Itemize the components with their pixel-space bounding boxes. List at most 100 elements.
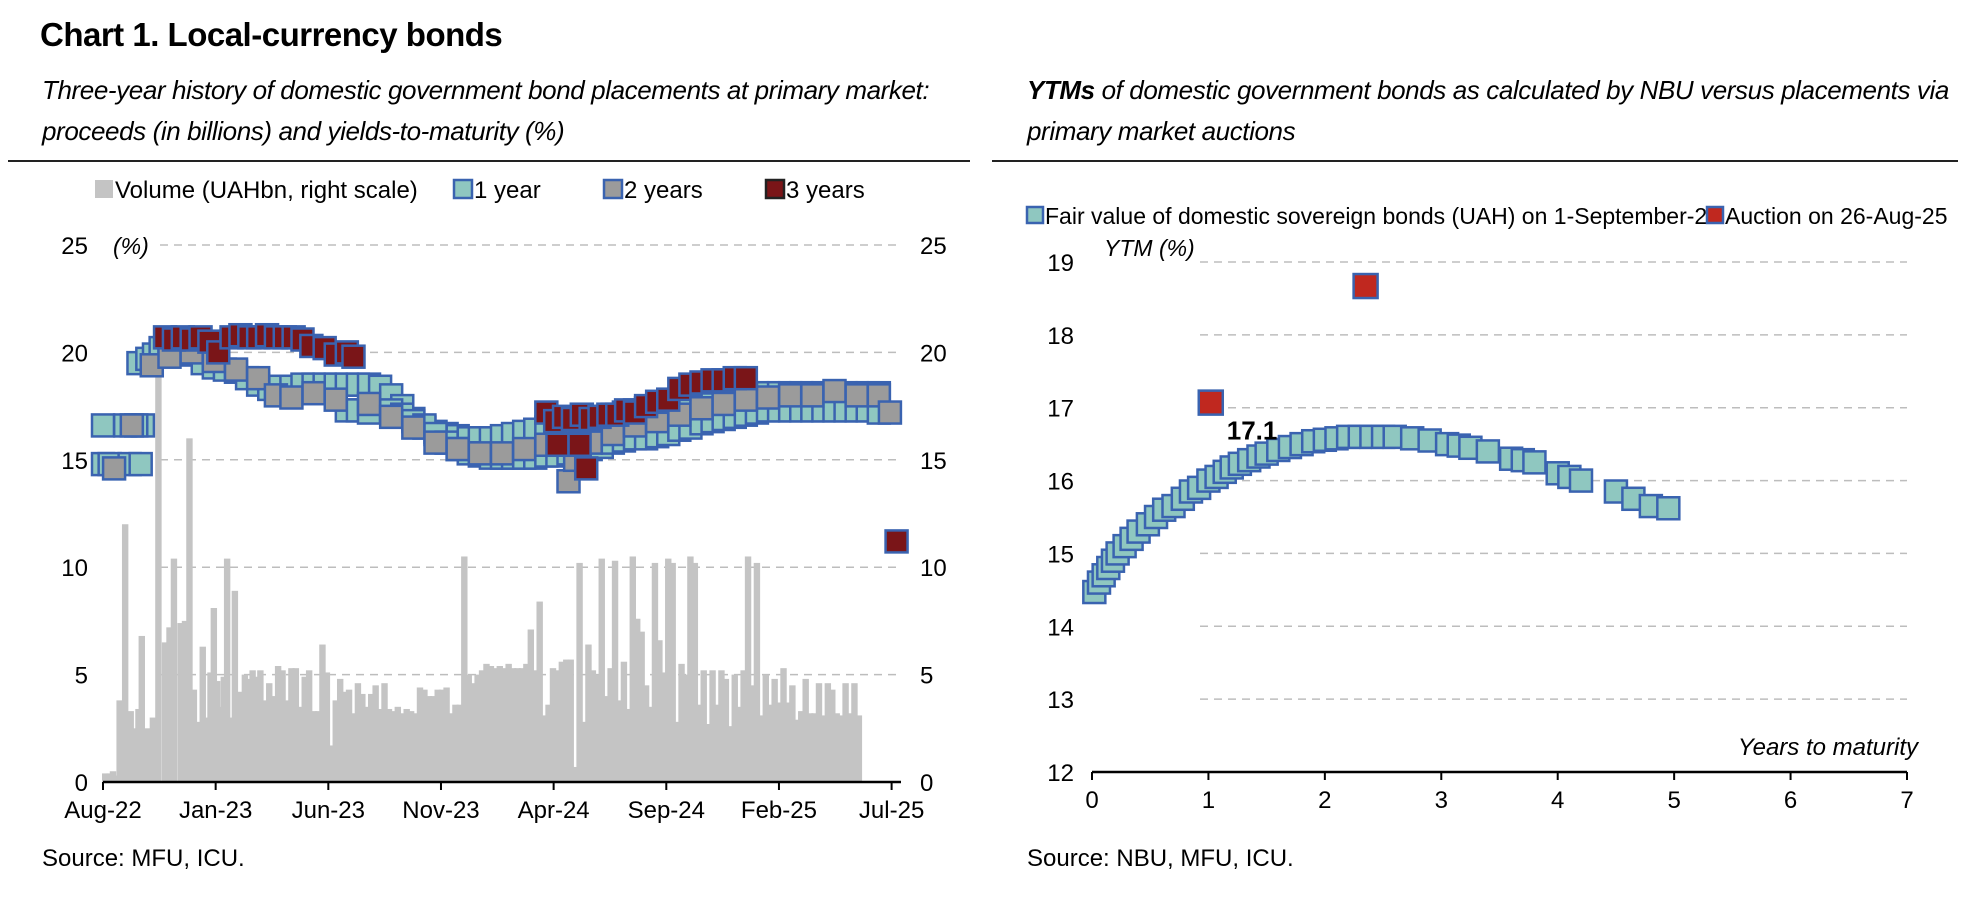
volume-bar	[228, 717, 235, 782]
volume-bar	[682, 674, 690, 782]
volume-bar	[647, 706, 654, 782]
volume-bar	[186, 438, 193, 782]
volume-bar	[634, 618, 641, 782]
volume-bar	[266, 683, 273, 782]
volume-bar	[798, 711, 805, 782]
y-tick-label: 16	[1047, 469, 1074, 496]
volume-bar	[199, 646, 206, 782]
yield-marker-3y	[567, 432, 592, 458]
volume-bar	[731, 674, 738, 782]
volume-bar	[190, 689, 198, 782]
volume-bar	[399, 713, 406, 782]
y-tick-label-right: 0	[920, 770, 933, 797]
x-tick-label: Sep-24	[628, 797, 705, 824]
volume-bar	[376, 708, 384, 782]
volume-bar	[421, 689, 428, 782]
y-tick-label: 14	[1047, 614, 1074, 641]
y-axis-label: (%)	[113, 233, 149, 259]
volume-bar	[558, 661, 566, 782]
volume-bar	[784, 702, 792, 782]
volume-bar	[744, 556, 752, 782]
volume-bar	[563, 659, 570, 782]
volume-bar	[673, 721, 681, 782]
volume-bar	[532, 670, 539, 782]
volume-bar	[314, 711, 322, 782]
volume-bar	[237, 691, 244, 782]
volume-bar	[223, 558, 231, 782]
yield-marker-2y	[877, 400, 903, 425]
volume-bar	[656, 640, 663, 782]
volume-bar	[394, 706, 402, 782]
volume-bar	[802, 678, 809, 782]
volume-bar	[354, 683, 362, 782]
y-tick-label-left: 0	[75, 770, 88, 797]
volume-bar	[851, 683, 858, 782]
x-tick-label: Jan-23	[179, 797, 252, 824]
volume-bar	[220, 676, 228, 782]
volume-bar	[576, 562, 583, 782]
legend-label: 2 years	[624, 177, 703, 204]
volume-bar	[207, 672, 214, 782]
volume-bar	[483, 663, 490, 782]
volume-bar	[217, 706, 224, 782]
yield-marker-3y	[733, 365, 759, 391]
volume-bar	[753, 562, 761, 782]
y-tick-label-left: 5	[75, 663, 88, 690]
volume-bar	[607, 668, 614, 782]
y-tick-label-right: 5	[920, 663, 933, 690]
volume-bar	[116, 700, 123, 782]
volume-bar	[288, 668, 295, 782]
volume-bar	[297, 706, 304, 782]
volume-bar	[323, 672, 331, 782]
volume-bar	[771, 678, 778, 782]
yield-marker-2y	[401, 415, 426, 440]
yield-marker-2y	[777, 383, 803, 408]
volume-bar	[780, 668, 787, 782]
volume-bar	[514, 668, 521, 782]
volume-bar	[727, 726, 734, 782]
volume-bar	[478, 670, 486, 782]
volume-bar	[855, 715, 863, 782]
right-chart-subtitle-rest: of domestic government bonds as calculat…	[1027, 75, 1949, 146]
volume-bar	[718, 670, 725, 782]
volume-bar	[585, 644, 592, 782]
volume-bar	[138, 635, 145, 782]
y-tick-label: 15	[1047, 541, 1074, 568]
volume-bar	[332, 700, 339, 782]
legend-swatch	[1025, 205, 1045, 225]
volume-bar	[438, 689, 446, 782]
fair-value-marker	[1522, 450, 1547, 475]
auction-annotation: 17.1	[1227, 416, 1278, 446]
volume-bar	[594, 674, 601, 782]
volume-bar	[651, 562, 659, 782]
yield-marker-2y	[844, 383, 869, 408]
fair-value-marker	[1475, 439, 1501, 464]
volume-bar	[166, 627, 173, 782]
volume-bar	[279, 670, 286, 782]
x-tick-label: Aug-22	[64, 797, 141, 824]
volume-bar	[106, 773, 113, 782]
volume-bar	[775, 702, 783, 782]
yield-marker-2y	[323, 387, 348, 412]
x-tick-label: 5	[1667, 787, 1680, 814]
volume-bar	[283, 700, 291, 782]
volume-bar	[213, 681, 221, 782]
volume-bar	[740, 670, 747, 782]
yield-marker-2y	[733, 387, 759, 412]
volume-bar	[767, 704, 774, 782]
volume-bar	[430, 696, 437, 782]
yield-marker-2y	[423, 430, 448, 455]
volume-bar	[602, 696, 610, 782]
volume-bar	[261, 700, 269, 782]
y-tick-label-left: 25	[61, 233, 88, 260]
left-chart-subtitle: Three-year history of domestic governmen…	[42, 75, 930, 146]
volume-bar	[231, 590, 239, 782]
volume-bar	[758, 715, 765, 782]
left-chart-source: Source: MFU, ICU.	[42, 845, 245, 872]
y-tick-label-left: 10	[61, 555, 88, 582]
volume-bar	[700, 670, 707, 782]
volume-bar	[274, 666, 282, 782]
volume-bar	[385, 708, 393, 782]
volume-bar	[842, 683, 849, 782]
